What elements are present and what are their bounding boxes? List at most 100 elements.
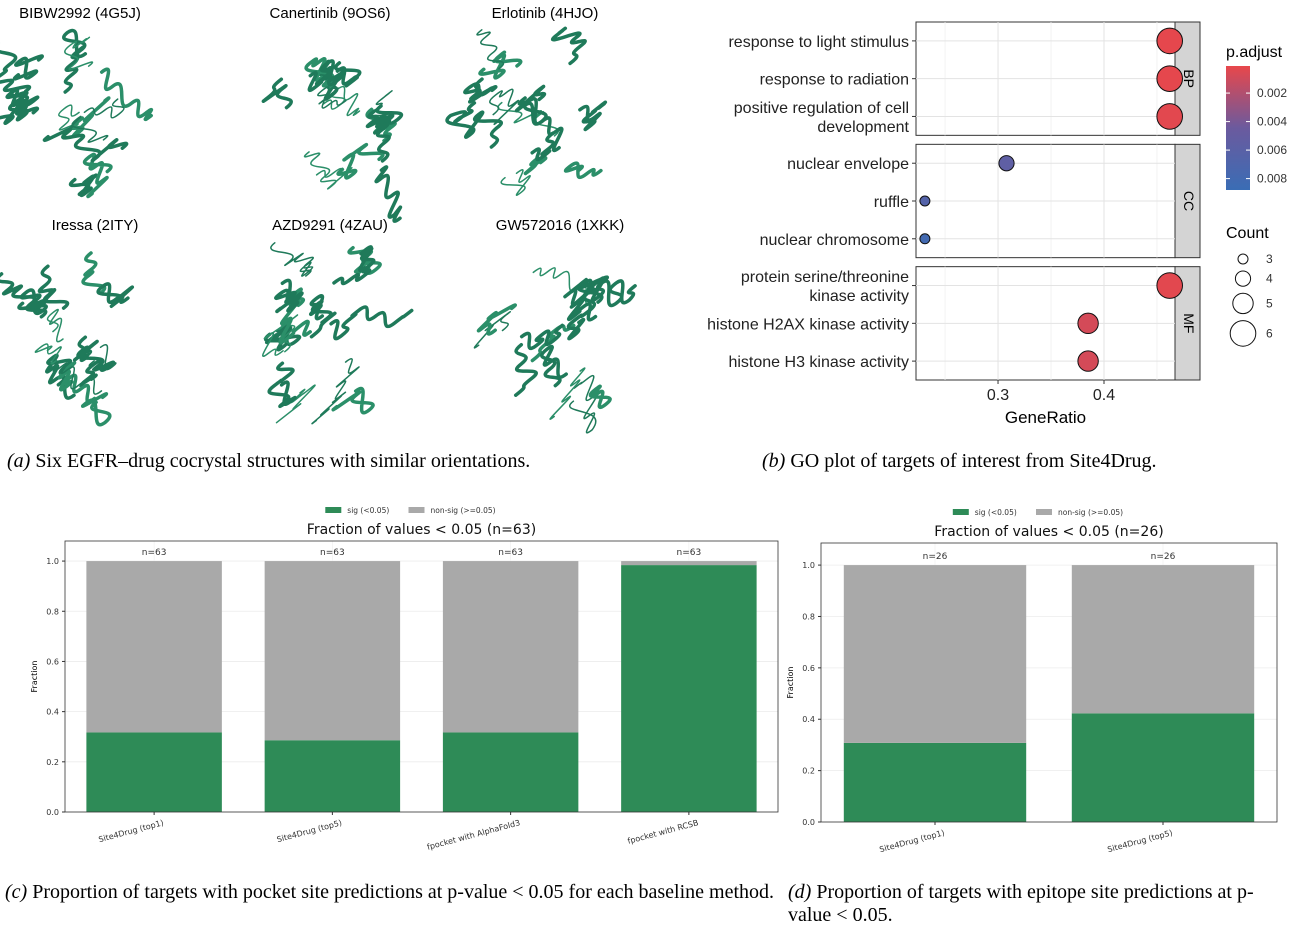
ribbon <box>490 89 519 124</box>
caption: (b) GO plot of targets of interest from … <box>762 450 1282 473</box>
legend-swatch <box>325 507 341 513</box>
x-tick-label: 0.4 <box>1093 387 1115 404</box>
bar-segment <box>86 732 221 812</box>
legend-swatch <box>1036 509 1052 515</box>
protein-structure <box>447 28 605 195</box>
chart-title: Fraction of values < 0.05 (n=63) <box>307 522 536 538</box>
ribbon <box>532 133 553 159</box>
x-axis-label: GeneRatio <box>1005 408 1086 427</box>
y-tick-label-line: protein serine/threonine <box>741 269 909 286</box>
ribbon <box>271 243 313 276</box>
legend-label: sig (<0.05) <box>347 506 389 515</box>
colorbar-label: 0.002 <box>1257 86 1287 100</box>
size-key <box>1235 271 1250 286</box>
x-tick-label: Site4Drug (top5) <box>276 818 343 844</box>
legend-label: non-sig (>=0.05) <box>1058 508 1123 517</box>
y-tick-label: 0.4 <box>46 708 59 717</box>
bar-segment <box>621 565 756 812</box>
ribbon <box>580 102 605 129</box>
caption-label: (d) <box>788 881 811 903</box>
protein-structure <box>263 59 401 221</box>
bar-segment <box>844 565 1026 743</box>
y-tick-label-line: nuclear envelope <box>787 156 909 173</box>
caption-label: (a) <box>7 450 30 472</box>
dot <box>920 196 930 206</box>
y-tick-label-line: nuclear chromosome <box>760 232 910 249</box>
bar-segment <box>621 561 756 565</box>
y-tick-label-line: positive regulation of cell <box>734 100 909 117</box>
legend-label: sig (<0.05) <box>975 508 1017 517</box>
y-tick-label: 0.6 <box>802 664 815 673</box>
bar-segment <box>86 561 221 732</box>
bar-segment <box>844 743 1026 822</box>
dot <box>1157 273 1183 299</box>
y-tick-label: nuclear chromosome <box>760 232 910 249</box>
bar-annotation: n=26 <box>1151 552 1176 562</box>
y-tick-label: 0.0 <box>802 818 815 827</box>
y-tick-label: histone H2AX kinase activity <box>707 316 909 333</box>
size-label: 3 <box>1266 252 1273 266</box>
dot <box>1157 66 1183 92</box>
bar-annotation: n=63 <box>677 548 702 558</box>
chart-title: Fraction of values < 0.05 (n=26) <box>934 524 1163 540</box>
y-tick-label-line: histone H2AX kinase activity <box>707 316 909 333</box>
y-tick-label: ruffle <box>874 194 909 211</box>
structure-title: GW572016 (1XKK) <box>496 217 624 234</box>
ribbon <box>48 310 63 342</box>
dot <box>1078 313 1098 333</box>
y-tick-label: 0.2 <box>802 767 815 776</box>
protein-structure <box>263 243 412 424</box>
y-tick-label: 0.6 <box>46 657 59 666</box>
caption-text: GO plot of targets of interest from Site… <box>790 450 1156 472</box>
structure-title: AZD9291 (4ZAU) <box>272 217 388 234</box>
y-axis-label: Fraction <box>30 661 39 693</box>
ribbon <box>98 284 132 306</box>
y-tick-label-line: response to radiation <box>760 72 909 89</box>
colorbar <box>1226 66 1250 190</box>
caption-text: Proportion of targets with pocket site p… <box>32 881 774 903</box>
protein-structure <box>0 31 151 197</box>
size-key <box>1238 254 1248 264</box>
y-tick-label: 1.0 <box>46 557 59 566</box>
y-tick-label: 0.8 <box>46 607 59 616</box>
y-tick-label: nuclear envelope <box>787 156 909 173</box>
ribbon <box>312 359 359 424</box>
ribbon <box>565 163 600 177</box>
ribbon <box>542 347 566 386</box>
figure-page: BIBW2992 (4G5J)Canertinib (9OS6)Erlotini… <box>0 0 1292 932</box>
y-tick-label-line: development <box>817 119 909 136</box>
bar-annotation: n=26 <box>923 552 948 562</box>
bar-annotation: n=63 <box>142 548 167 558</box>
y-tick-label: 1.0 <box>802 561 815 570</box>
bar-annotation: n=63 <box>320 548 345 558</box>
ribbon <box>516 345 536 396</box>
x-tick-label: Site4Drug (top5) <box>1106 828 1173 854</box>
y-tick-label: protein serine/threoninekinase activity <box>741 269 909 305</box>
size-key <box>1233 293 1253 313</box>
x-tick-label: 0.3 <box>987 387 1009 404</box>
size-label: 4 <box>1266 272 1273 286</box>
ribbon <box>447 103 501 147</box>
y-tick-label: positive regulation of cell development <box>734 100 910 136</box>
bar-segment <box>265 740 400 812</box>
legend-swatch <box>953 509 969 515</box>
y-axis-label: Fraction <box>786 667 795 699</box>
ribbon <box>269 363 295 406</box>
caption-text: Six EGFR–drug cocrystal structures with … <box>35 450 530 472</box>
bar-segment <box>1072 713 1254 822</box>
dot <box>1157 28 1183 54</box>
bar-segment <box>265 561 400 740</box>
x-tick-label: Site4Drug (top1) <box>98 818 165 844</box>
ribbon <box>59 105 79 130</box>
colorbar-label: 0.006 <box>1257 143 1287 157</box>
ribbon <box>601 281 635 306</box>
size-label: 6 <box>1266 326 1273 340</box>
ribbon <box>102 69 152 119</box>
ribbon <box>311 296 335 337</box>
ribbon <box>75 337 97 360</box>
ribbon <box>331 307 412 339</box>
x-tick-label: fpocket with RCSB <box>627 818 700 846</box>
legend-swatch <box>409 507 425 513</box>
facet-label: CC <box>1181 191 1197 211</box>
structure-title: Erlotinib (4HJO) <box>492 5 599 22</box>
